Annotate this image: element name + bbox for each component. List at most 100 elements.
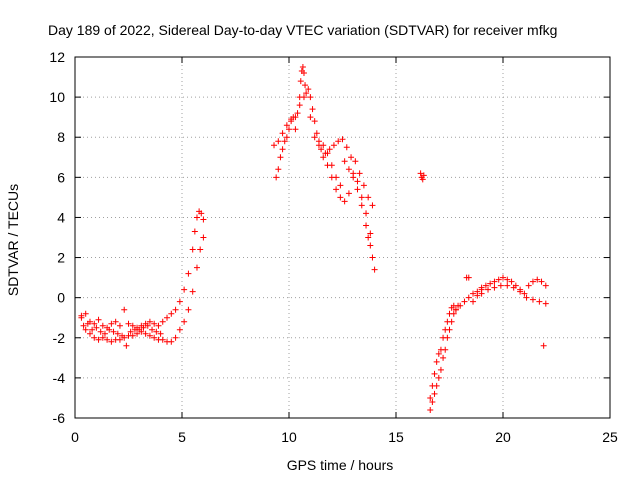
data-point	[279, 146, 286, 153]
data-point	[318, 146, 325, 153]
data-point	[307, 114, 314, 121]
y-tick-label: -6	[53, 410, 66, 426]
series-segment-2-rise	[273, 64, 310, 181]
data-point	[435, 350, 442, 357]
data-point	[159, 336, 166, 343]
data-point	[470, 290, 477, 297]
data-point	[91, 320, 98, 327]
data-point	[155, 322, 162, 329]
data-point	[296, 102, 303, 109]
data-point	[536, 298, 543, 305]
data-point	[307, 94, 314, 101]
series-segment-1-upper	[78, 208, 207, 331]
y-tick-label: 6	[57, 169, 65, 185]
data-point	[350, 170, 357, 177]
data-point	[433, 358, 440, 365]
data-point	[300, 70, 307, 77]
data-point	[185, 270, 192, 277]
x-tick-labels: 0 5 10 15 20 25	[71, 429, 618, 445]
data-point	[125, 320, 132, 327]
data-point	[457, 302, 464, 309]
data-point	[444, 318, 451, 325]
data-point	[358, 194, 365, 201]
data-point	[358, 202, 365, 209]
data-point	[91, 334, 98, 341]
data-point	[326, 146, 333, 153]
y-tick-label: 8	[57, 129, 65, 145]
series-segment-2-mid	[320, 142, 374, 237]
data-point	[300, 94, 307, 101]
data-point	[337, 194, 344, 201]
data-point	[136, 326, 143, 333]
data-point	[343, 144, 350, 151]
data-point	[517, 288, 524, 295]
data-point	[93, 324, 100, 331]
data-point	[294, 110, 301, 117]
data-point	[82, 310, 89, 317]
data-point	[345, 166, 352, 173]
data-point	[427, 394, 434, 401]
data-point	[153, 328, 160, 335]
data-point	[127, 328, 134, 335]
data-point	[482, 282, 489, 289]
series-segment-4-upper	[427, 274, 481, 401]
data-point	[283, 122, 290, 129]
data-point	[419, 176, 426, 183]
chart-title: Day 189 of 2022, Sidereal Day-to-day VTE…	[48, 22, 557, 38]
data-point	[348, 154, 355, 161]
axis-ticks	[74, 56, 611, 419]
data-point	[461, 298, 468, 305]
series-segment-3-isolated	[417, 170, 427, 183]
data-point	[198, 210, 205, 217]
data-point	[142, 330, 149, 337]
data-point	[114, 330, 121, 337]
data-point	[339, 136, 346, 143]
data-point	[129, 322, 136, 329]
data-point	[437, 346, 444, 353]
x-tick-label: 0	[71, 429, 79, 445]
data-point	[144, 322, 151, 329]
data-point	[495, 276, 502, 283]
x-tick-label: 15	[388, 429, 404, 445]
data-point	[485, 286, 492, 293]
data-point	[324, 150, 331, 157]
data-point	[356, 170, 363, 177]
data-point	[429, 382, 436, 389]
data-point	[510, 284, 517, 291]
data-point	[474, 292, 481, 299]
data-point	[420, 172, 427, 179]
data-point	[363, 210, 370, 217]
data-point	[465, 274, 472, 281]
data-point	[529, 296, 536, 303]
data-point	[302, 82, 309, 89]
data-point	[478, 284, 485, 291]
data-point	[345, 190, 352, 197]
y-tick-labels: -6 -4 -2 0 2 4 6 8 10 12	[49, 49, 65, 426]
data-point	[540, 342, 547, 349]
data-point	[417, 170, 424, 177]
data-point	[193, 264, 200, 271]
data-point	[286, 126, 292, 133]
data-point	[176, 298, 183, 305]
data-point	[352, 158, 359, 165]
data-point	[82, 326, 89, 333]
data-point	[157, 330, 164, 337]
data-point	[108, 338, 115, 345]
data-point	[497, 282, 504, 289]
data-point	[288, 116, 295, 123]
data-point	[140, 324, 147, 331]
data-point	[429, 398, 436, 405]
data-point	[500, 274, 506, 281]
data-point	[134, 330, 141, 337]
data-point	[431, 390, 438, 397]
y-tick-label: 12	[49, 49, 65, 65]
data-point	[84, 320, 91, 327]
data-point	[129, 332, 136, 339]
data-point	[159, 318, 166, 325]
data-point	[529, 278, 536, 285]
data-point	[465, 294, 472, 301]
data-point	[354, 186, 361, 193]
data-point	[491, 284, 498, 291]
data-point	[431, 370, 438, 377]
data-point	[369, 202, 376, 209]
